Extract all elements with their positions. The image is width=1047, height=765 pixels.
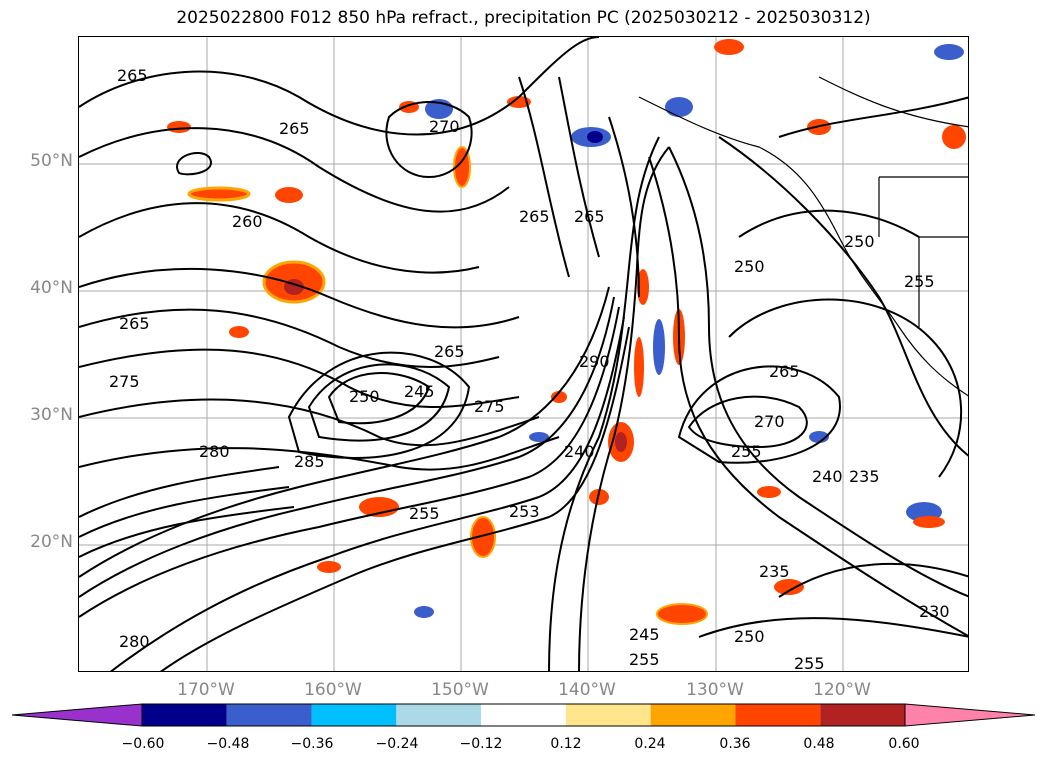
map-panel[interactable]: 265 265 270 260 265 265 265 250 245 275 … — [78, 36, 969, 672]
colorbar-segment — [311, 704, 397, 726]
contour-label: 255 — [794, 654, 825, 672]
lon-label: 130°W — [686, 680, 744, 700]
contour-label: 250 — [734, 627, 765, 646]
colorbar-tick: −0.12 — [459, 736, 503, 752]
colorbar-tick: −0.48 — [206, 736, 250, 752]
colorbar-frame — [141, 703, 906, 727]
lat-label: 30°N — [30, 405, 73, 425]
contour-label: 265 — [434, 342, 465, 361]
lon-label: 140°W — [558, 680, 616, 700]
contour-label: 235 — [849, 467, 880, 486]
colorbar-segment — [735, 704, 821, 726]
colorbar-extend-max — [904, 703, 1036, 727]
map-canvas: 265 265 270 260 265 265 265 250 245 275 … — [79, 37, 968, 672]
colorbar-tick: 0.24 — [634, 736, 666, 752]
precip-shading — [167, 39, 966, 625]
contour-label: 245 — [629, 625, 660, 644]
lon-label: 170°W — [177, 680, 235, 700]
contour-label: 230 — [919, 602, 950, 621]
contour-label: 290 — [579, 352, 610, 371]
lat-label: 40°N — [30, 278, 73, 298]
contour-label: 255 — [904, 272, 935, 291]
contour-label: 270 — [754, 412, 785, 431]
contour-label: 255 — [629, 650, 660, 669]
contour-label: 280 — [119, 632, 150, 651]
contour-label: 250 — [844, 232, 875, 251]
colorbar-segment — [142, 704, 227, 726]
colorbar-tick: 0.48 — [803, 736, 835, 752]
contour-label: 280 — [199, 442, 230, 461]
colorbar-segment — [226, 704, 312, 726]
colorbar-tick: −0.60 — [121, 736, 165, 752]
colorbar-tick: −0.36 — [290, 736, 334, 752]
contour-label: 240 — [812, 467, 843, 486]
colorbar-segment — [650, 704, 736, 726]
contour-label: 265 — [574, 207, 605, 226]
contour-label: 275 — [109, 372, 140, 391]
colorbar-segment — [565, 704, 651, 726]
colorbar-tick: 0.12 — [550, 736, 582, 752]
lon-label: 120°W — [813, 680, 871, 700]
colorbar-extend-min — [11, 703, 143, 727]
contour-label: 275 — [474, 397, 505, 416]
contour-label: 265 — [769, 362, 800, 381]
contour-label: 253 — [509, 502, 540, 521]
colorbar-tick: 0.36 — [719, 736, 751, 752]
lon-label: 150°W — [431, 680, 489, 700]
contour-label: 265 — [519, 207, 550, 226]
contour-label: 240 — [564, 442, 595, 461]
map-title: 2025022800 F012 850 hPa refract., precip… — [176, 8, 871, 28]
contour-label: 245 — [404, 382, 435, 401]
lat-label: 20°N — [30, 532, 73, 552]
contour-label: 250 — [734, 257, 765, 276]
colorbar-segment — [481, 704, 566, 726]
lat-label: 50°N — [30, 151, 73, 171]
contour-label: 255 — [409, 504, 440, 523]
contour-label: 260 — [232, 212, 263, 231]
graticule — [79, 37, 968, 671]
contour-label: 255 — [731, 442, 762, 461]
contour-label: 235 — [759, 562, 790, 581]
coastline — [638, 76, 968, 397]
contour-label: 265 — [119, 314, 150, 333]
contour-label: 285 — [294, 452, 325, 471]
contour-label-group: 265 265 270 260 265 265 265 250 245 275 … — [109, 66, 950, 672]
contour-label: 265 — [279, 119, 310, 138]
contour-label: 270 — [429, 117, 460, 136]
refractivity-contours — [79, 37, 968, 671]
colorbar-segment — [820, 704, 905, 726]
colorbar-segment — [396, 704, 482, 726]
colorbar — [11, 703, 1036, 727]
contour-label: 265 — [117, 66, 148, 85]
contour-label: 250 — [349, 387, 380, 406]
lon-label: 160°W — [304, 680, 362, 700]
colorbar-tick: −0.24 — [375, 736, 419, 752]
colorbar-tick: 0.60 — [888, 736, 920, 752]
